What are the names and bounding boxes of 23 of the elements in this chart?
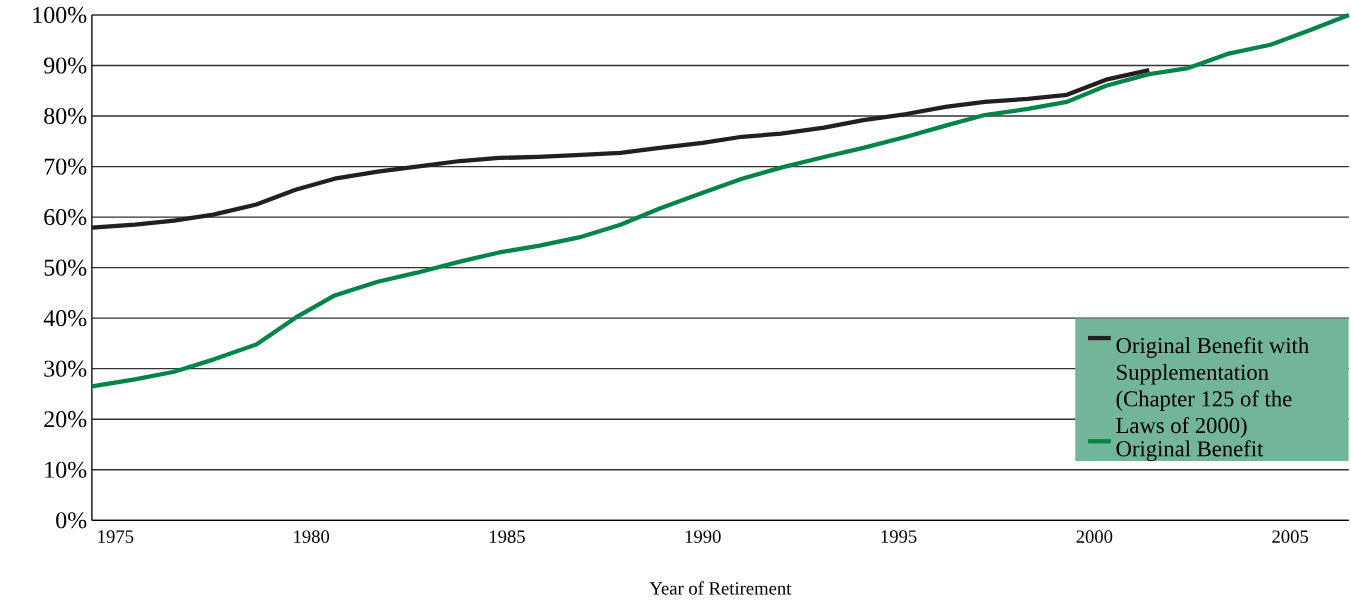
y-tick-label: 0% (56, 512, 87, 529)
y-tick-label: 70% (44, 158, 87, 175)
y-tick-label: 80% (44, 107, 87, 125)
y-tick-label: 50% (44, 259, 87, 276)
y-tick-label: 30% (44, 360, 87, 377)
x-tick-label: 1985 (489, 530, 525, 543)
y-tick-label: 60% (44, 208, 87, 226)
legend-label: Original Benefit with Supplementation (Chapter 125 of the Laws of 2000) (1116, 337, 1309, 438)
x-axis-title: Year of Retirement (649, 581, 792, 595)
line-series (89, 67, 1152, 230)
y-tick-label: 10% (45, 461, 87, 478)
y-tick-label: 90% (44, 57, 87, 74)
x-tick-label: 1975 (98, 530, 134, 543)
x-tick-label: 1990 (685, 530, 721, 543)
y-tick-label: 100% (33, 6, 87, 24)
x-tick-label: 2000 (1076, 530, 1113, 543)
x-tick-label: 2005 (1272, 530, 1309, 543)
y-tick-label: 20% (44, 411, 87, 428)
line-series (89, 12, 1351, 389)
legend-label: Original Benefit (1116, 440, 1264, 462)
x-tick-label: 1995 (881, 530, 917, 543)
y-tick-label: 40% (43, 309, 87, 327)
x-tick-label: 1980 (294, 530, 330, 543)
